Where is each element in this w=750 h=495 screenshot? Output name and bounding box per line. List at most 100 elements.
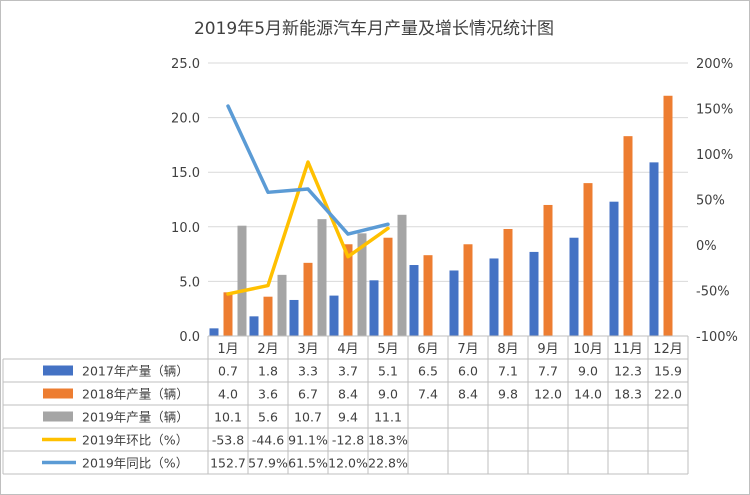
data-label: 152.7 — [210, 456, 246, 471]
bar-2 — [223, 292, 233, 336]
data-label: 5.6 — [258, 410, 278, 425]
bar-1 — [489, 258, 499, 336]
bar-2 — [583, 183, 593, 336]
data-label: 4.0 — [218, 387, 238, 402]
legend-swatch — [43, 411, 73, 422]
bar-1 — [329, 295, 339, 336]
y-left-tick-label: 15.0 — [171, 166, 200, 181]
bar-1 — [609, 201, 619, 336]
bar-1 — [289, 299, 299, 336]
data-label: 9.4 — [338, 410, 358, 425]
data-label: 15.9 — [654, 364, 682, 379]
bar-2 — [463, 244, 473, 336]
y-right-tick-label: 100% — [696, 148, 733, 163]
data-label: 11.1 — [374, 410, 402, 425]
y-right-tick-label: 200% — [696, 57, 733, 72]
data-label: 5.1 — [378, 364, 398, 379]
data-label: 6.0 — [458, 364, 478, 379]
x-tick-label: 8月 — [497, 342, 518, 357]
x-tick-label: 7月 — [457, 342, 478, 357]
bar-1 — [529, 251, 539, 336]
chart-title: 2019年5月新能源汽车月产量及增长情况统计图 — [193, 19, 555, 39]
bar-2 — [343, 244, 353, 336]
data-label: 7.4 — [418, 387, 438, 402]
bar-2 — [663, 95, 673, 336]
data-label: 1.8 — [258, 364, 278, 379]
data-label: 8.4 — [458, 387, 478, 402]
bar-1 — [249, 316, 259, 336]
data-label: 0.7 — [218, 364, 238, 379]
data-label: 18.3% — [368, 433, 408, 448]
data-label: 22.0 — [654, 387, 682, 402]
y-left-tick-label: 20.0 — [171, 112, 200, 127]
data-label: -12.8 — [332, 433, 364, 448]
bar-2 — [623, 136, 633, 336]
data-label: 9.8 — [498, 387, 518, 402]
data-label: 10.7 — [294, 410, 322, 425]
data-label: 12.3 — [614, 364, 642, 379]
data-label: 3.3 — [298, 364, 318, 379]
bar-2 — [543, 204, 553, 336]
y-right-tick-label: -50% — [696, 285, 730, 300]
bar-3 — [397, 214, 407, 336]
y-right-tick-label: 0% — [696, 239, 717, 254]
bar-1 — [649, 162, 659, 336]
bar-2 — [263, 296, 273, 336]
data-label: 8.4 — [338, 387, 358, 402]
data-label: -53.8 — [212, 433, 244, 448]
y-right-tick-label: 50% — [696, 194, 725, 209]
data-label: -44.6 — [252, 433, 284, 448]
data-label: 22.8% — [368, 456, 408, 471]
bar-1 — [409, 265, 419, 336]
bar-1 — [209, 328, 219, 336]
bar-1 — [449, 270, 459, 336]
bar-2 — [503, 228, 513, 336]
legend-label: 2019年产量（辆） — [82, 410, 189, 425]
x-tick-label: 10月 — [573, 342, 603, 357]
y-left-tick-label: 5.0 — [179, 275, 200, 290]
bar-1 — [369, 280, 379, 336]
legend-swatch — [43, 365, 73, 376]
data-label: 6.5 — [418, 364, 438, 379]
data-label: 9.0 — [578, 364, 598, 379]
data-label: 6.7 — [298, 387, 318, 402]
x-tick-label: 6月 — [417, 342, 438, 357]
data-label: 61.5% — [288, 456, 328, 471]
x-tick-label: 12月 — [653, 342, 683, 357]
data-label: 12.0% — [328, 456, 368, 471]
data-label: 10.1 — [214, 410, 242, 425]
bar-2 — [303, 262, 313, 336]
y-left-tick-label: 25.0 — [171, 57, 200, 72]
y-left-tick-label: 10.0 — [171, 221, 200, 236]
bar-1 — [569, 237, 579, 336]
y-right-tick-label: -100% — [696, 330, 738, 345]
y-left-tick-label: 0.0 — [179, 330, 200, 345]
bar-3 — [317, 219, 327, 336]
series-line-2 — [226, 104, 390, 236]
legend-label: 2019年同比（%） — [82, 456, 188, 471]
series-line-1 — [226, 160, 390, 296]
data-label: 7.7 — [538, 364, 558, 379]
bar-2 — [423, 255, 433, 336]
legend-label: 2019年环比（%） — [82, 433, 188, 448]
y-right-tick-label: 150% — [696, 103, 733, 118]
bar-3 — [277, 274, 287, 336]
data-label: 18.3 — [614, 387, 642, 402]
legend-label: 2017年产量（辆） — [82, 364, 189, 379]
x-tick-label: 11月 — [613, 342, 643, 357]
data-label: 12.0 — [534, 387, 562, 402]
legend-swatch — [43, 388, 73, 399]
data-label: 57.9% — [248, 456, 288, 471]
bar-3 — [237, 225, 247, 336]
x-tick-label: 9月 — [537, 342, 558, 357]
bar-3 — [357, 233, 367, 336]
x-tick-label: 4月 — [337, 342, 358, 357]
x-tick-label: 2月 — [257, 342, 278, 357]
data-label: 14.0 — [574, 387, 602, 402]
data-label: 3.7 — [338, 364, 358, 379]
legend-label: 2018年产量（辆） — [82, 387, 189, 402]
data-label: 9.0 — [378, 387, 398, 402]
data-label: 91.1% — [288, 433, 328, 448]
data-label: 3.6 — [258, 387, 278, 402]
